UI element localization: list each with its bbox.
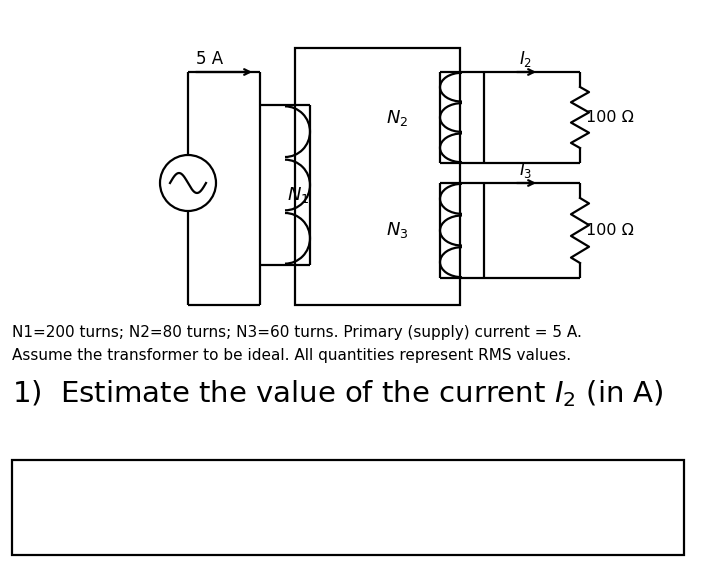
Text: 100 Ω: 100 Ω <box>586 110 634 125</box>
Text: $N_1$: $N_1$ <box>287 185 309 205</box>
Bar <box>295 48 460 305</box>
Text: $N_3$: $N_3$ <box>386 221 408 241</box>
Text: $I_2$: $I_2$ <box>519 49 532 69</box>
Text: 1)  Estimate the value of the current $I_2$ (in A): 1) Estimate the value of the current $I_… <box>12 378 664 409</box>
Text: N1=200 turns; N2=80 turns; N3=60 turns. Primary (supply) current = 5 A.: N1=200 turns; N2=80 turns; N3=60 turns. … <box>12 325 582 340</box>
Bar <box>12 460 684 555</box>
Text: 5 A: 5 A <box>196 50 223 68</box>
Text: 100 Ω: 100 Ω <box>586 223 634 238</box>
Text: $I_3$: $I_3$ <box>519 160 532 180</box>
Text: Assume the transformer to be ideal. All quantities represent RMS values.: Assume the transformer to be ideal. All … <box>12 348 571 363</box>
Text: $N_2$: $N_2$ <box>386 108 408 128</box>
